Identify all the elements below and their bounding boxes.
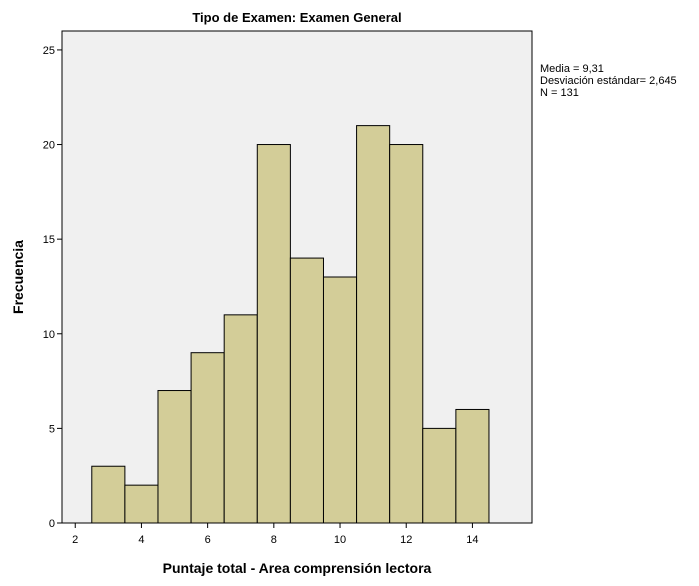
histogram-bar-6 [289,257,324,524]
x-tick-label: 12 [400,534,412,546]
histogram-bar-1 [124,484,159,524]
y-tick-label: 20 [43,140,55,152]
bars-layer [91,125,490,524]
y-tick-label: 0 [49,518,55,530]
x-tick-label: 14 [466,534,478,546]
chart-title: Tipo de Examen: Examen General [192,10,401,25]
histogram-bar-7 [322,276,358,524]
x-tick-label: 4 [138,534,144,546]
y-tick-label: 15 [43,234,55,246]
y-tick-label: 10 [43,329,55,341]
y-tick-label: 25 [43,45,55,57]
histogram-bar-8 [356,125,391,524]
stats-std-dev: Desviación estándar= 2,645 [540,75,677,87]
stats-n: N = 131 [540,87,579,99]
y-axis-label: Frecuencia [10,240,26,314]
x-tick-label: 6 [205,534,211,546]
x-tick-label: 2 [72,534,78,546]
stats-box: Media = 9,31 Desviación estándar= 2,645 … [540,63,677,99]
x-tick-label: 10 [334,534,346,546]
histogram-bar-2 [157,390,192,524]
stats-mean: Media = 9,31 [540,63,604,75]
x-tick-label: 8 [271,534,277,546]
y-tick-label: 5 [49,423,55,435]
histogram-bar-9 [389,144,424,524]
y-ticks: 0 5 10 15 20 25 [43,45,62,530]
histogram-bar-5 [256,144,291,524]
histogram-bar-4 [223,314,258,524]
histogram-bar-3 [190,352,225,524]
x-axis-label: Puntaje total - Area comprensión lectora [163,560,432,576]
histogram-bar-11 [455,408,490,524]
histogram-bar-0 [91,465,126,524]
histogram-bar-10 [422,427,457,524]
x-ticks: 2 4 6 8 10 12 14 [72,523,479,546]
